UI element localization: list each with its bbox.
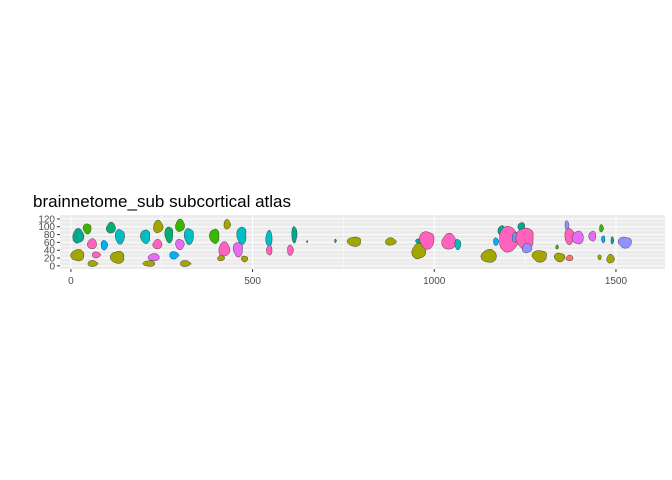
atlas-region	[209, 228, 220, 244]
atlas-region	[142, 260, 155, 267]
y-tick-label: 20	[44, 254, 56, 265]
atlas-region	[564, 227, 575, 245]
atlas-region	[385, 237, 397, 246]
x-tick-label: 500	[244, 276, 261, 287]
atlas-region	[152, 239, 163, 250]
y-tick-label: 100	[38, 222, 55, 233]
atlas-region	[291, 226, 298, 244]
atlas-regions	[70, 218, 632, 267]
atlas-region	[565, 254, 574, 262]
atlas-region	[531, 250, 547, 263]
atlas-region	[617, 236, 632, 249]
atlas-region	[441, 232, 457, 250]
atlas-region	[597, 254, 602, 261]
atlas-region	[232, 242, 243, 258]
atlas-region	[493, 237, 500, 246]
atlas-region	[480, 249, 497, 263]
atlas-region	[153, 219, 164, 234]
atlas-region	[175, 218, 185, 232]
atlas-region	[92, 251, 102, 259]
atlas-region	[82, 223, 92, 235]
atlas-region	[266, 244, 273, 256]
atlas-region	[606, 253, 615, 264]
atlas-region	[175, 239, 185, 250]
atlas-region	[571, 230, 584, 245]
grid-lines	[60, 215, 665, 269]
atlas-region	[306, 240, 308, 243]
atlas-region	[70, 249, 85, 262]
y-tick-label: 120	[38, 214, 55, 225]
atlas-region	[610, 236, 615, 245]
y-tick-label: 80	[44, 230, 56, 241]
atlas-region	[147, 253, 160, 261]
atlas-region	[109, 250, 125, 264]
x-tick-label: 0	[68, 276, 74, 287]
atlas-region	[183, 228, 194, 245]
atlas-region	[454, 239, 462, 250]
y-tick-label: 0	[49, 261, 55, 272]
atlas-region	[140, 229, 151, 244]
atlas-region	[419, 231, 435, 250]
atlas-region	[240, 255, 249, 263]
atlas-region	[100, 240, 109, 251]
atlas-region	[169, 251, 180, 260]
atlas-region	[564, 220, 570, 230]
atlas-region	[217, 254, 225, 262]
atlas-region	[87, 260, 99, 267]
atlas-region	[236, 226, 247, 245]
x-tick-label: 1000	[423, 276, 446, 287]
atlas-region	[106, 221, 116, 234]
atlas-region	[553, 252, 566, 263]
x-tick-label: 1500	[605, 276, 628, 287]
atlas-region	[334, 238, 337, 243]
atlas-region	[287, 244, 294, 256]
atlas-region	[522, 242, 533, 254]
atlas-region	[346, 236, 361, 247]
atlas-region	[218, 241, 231, 257]
atlas-region	[164, 226, 173, 244]
atlas-region	[180, 260, 192, 267]
chart-title: brainnetome_sub subcortical atlas	[33, 192, 291, 211]
atlas-region	[601, 235, 606, 244]
atlas-region	[555, 244, 559, 250]
y-tick-label: 40	[44, 246, 56, 257]
atlas-region	[588, 230, 596, 242]
atlas-region	[72, 228, 85, 244]
x-axis: 0 500 1000 1500	[68, 269, 628, 287]
atlas-region	[223, 219, 232, 230]
atlas-region	[115, 229, 125, 245]
y-tick-label: 60	[44, 238, 56, 249]
atlas-region	[599, 224, 604, 233]
atlas-region	[87, 238, 97, 250]
